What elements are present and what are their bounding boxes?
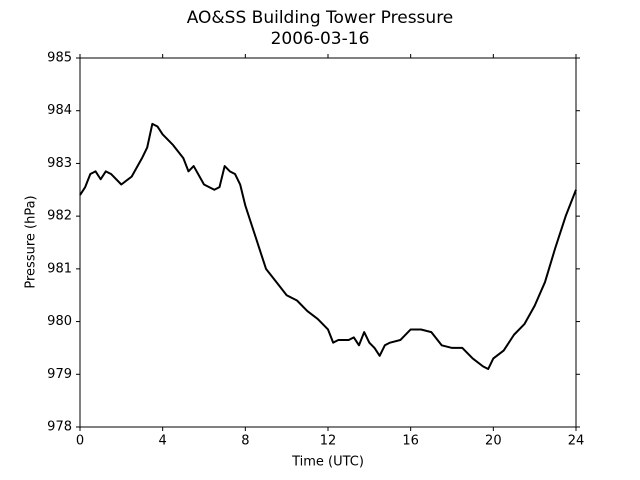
y-tick-label: 982 (47, 209, 72, 224)
x-tick-label: 8 (241, 434, 249, 449)
chart-title: AO&SS Building Tower Pressure (187, 8, 454, 28)
x-tick-label: 24 (568, 434, 585, 449)
x-tick-label: 16 (402, 434, 419, 449)
y-tick-label: 978 (47, 420, 72, 435)
y-tick-label: 981 (47, 261, 72, 276)
line-series (79, 122, 577, 371)
y-tick-label: 983 (47, 156, 72, 171)
x-tick-label: 4 (159, 434, 167, 449)
y-axis-label: Pressure (hPa) (24, 195, 39, 288)
y-tick-label: 984 (47, 103, 72, 118)
y-tick-label: 979 (47, 367, 72, 382)
y-tick-label: 985 (47, 51, 72, 66)
x-tick-label: 0 (76, 434, 84, 449)
y-tick-label: 980 (47, 314, 72, 329)
chart-subtitle: 2006-03-16 (271, 29, 370, 49)
x-tick-label: 12 (320, 434, 337, 449)
x-tick-label: 20 (485, 434, 502, 449)
x-axis-label: Time (UTC) (291, 455, 364, 470)
